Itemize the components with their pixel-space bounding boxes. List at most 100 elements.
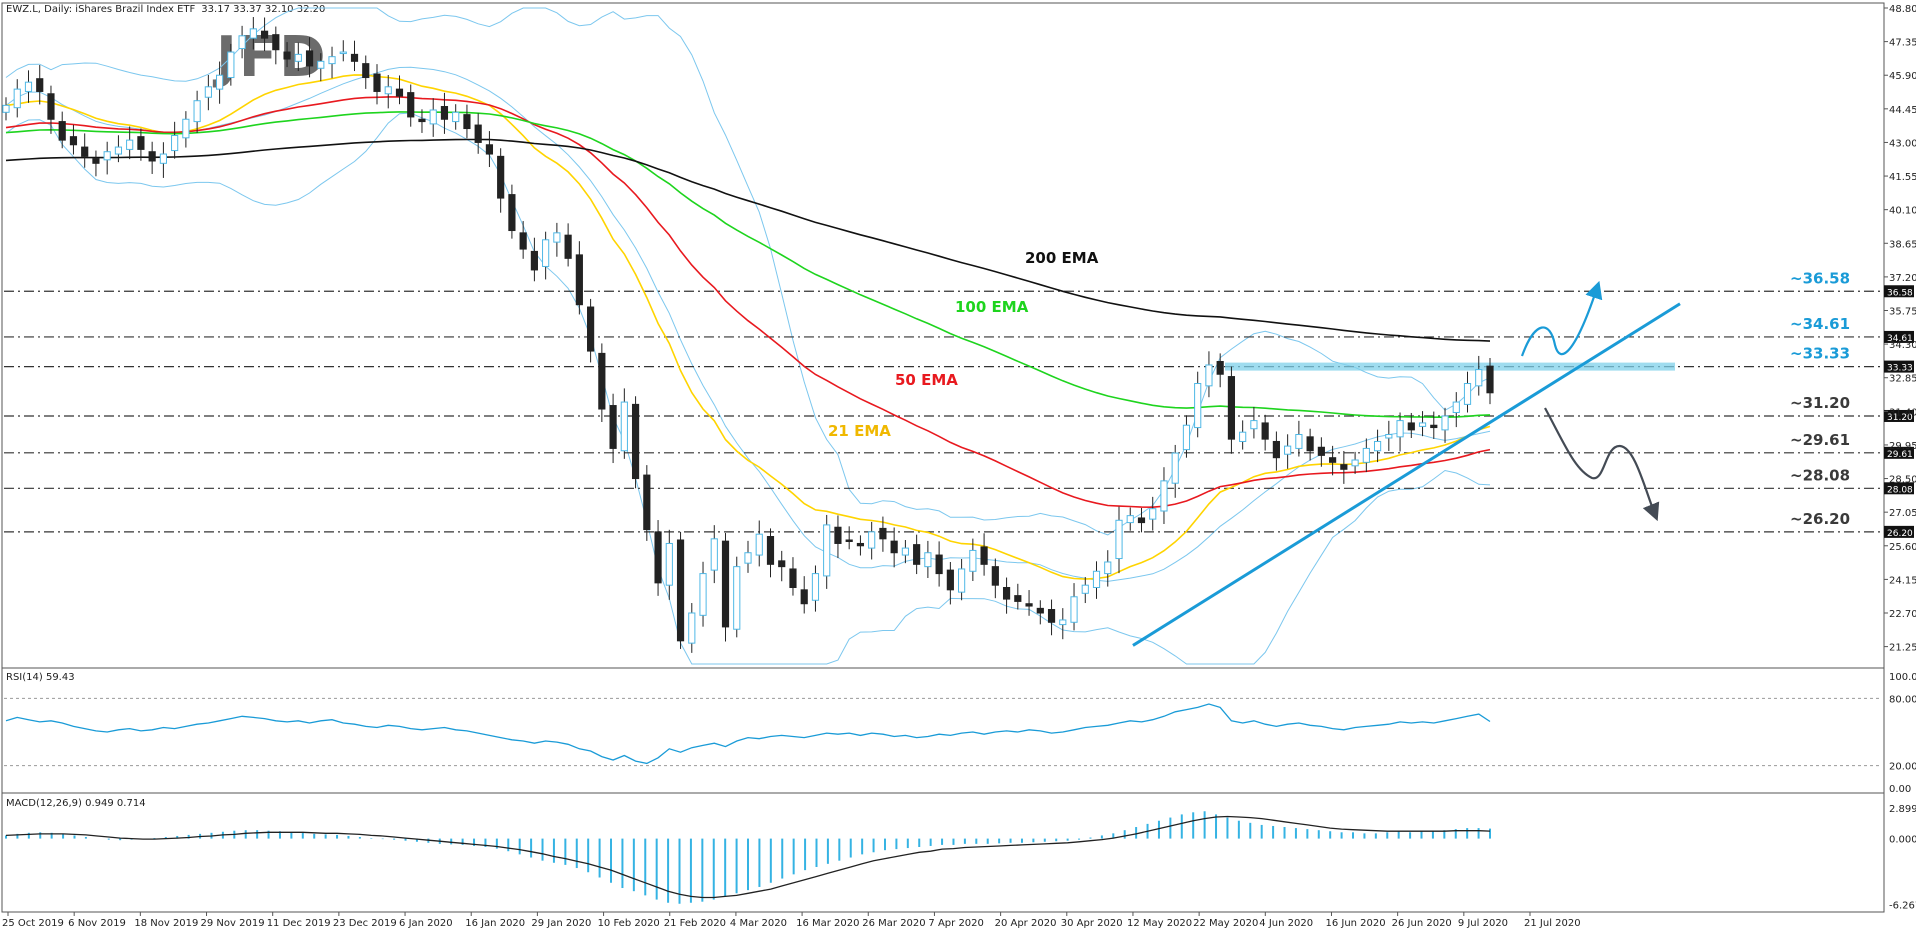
- candle-body: [598, 352, 606, 410]
- candle-body: [733, 566, 741, 630]
- candle-body: [665, 542, 673, 586]
- candle-body: [834, 526, 842, 544]
- candle-body: [542, 239, 550, 267]
- candle-body: [688, 612, 696, 644]
- x-tick-label: 21 Feb 2020: [664, 918, 726, 928]
- candle-body: [699, 573, 707, 616]
- candle-body: [227, 51, 235, 79]
- bollinger-lower: [5, 112, 1491, 665]
- candle-body: [609, 405, 617, 449]
- price-tick-label: 41.55: [1889, 172, 1916, 183]
- candle-body: [508, 194, 516, 232]
- candle-body: [1025, 603, 1033, 607]
- candle-body: [339, 51, 347, 55]
- candle-body: [901, 547, 909, 556]
- candle-body: [1486, 365, 1494, 394]
- price-tick-label: 24.15: [1889, 575, 1916, 586]
- candle-body: [755, 533, 763, 556]
- candle-body: [1250, 420, 1258, 430]
- candle-body: [778, 560, 786, 568]
- candle-body: [991, 566, 999, 586]
- candle-body: [1362, 447, 1370, 463]
- candle-body: [1092, 570, 1101, 589]
- candle-body: [373, 73, 381, 92]
- level-tag-bg: [1884, 446, 1914, 459]
- candle-body: [193, 100, 201, 123]
- macd-header: MACD(12,26,9) 0.949 0.714: [6, 798, 146, 809]
- candle-body: [1351, 459, 1359, 467]
- level-tag: 29.61: [1887, 450, 1913, 460]
- candle-body: [69, 136, 78, 146]
- x-tick-label: 18 Nov 2019: [134, 918, 198, 928]
- candle-body: [294, 53, 302, 62]
- candle-body: [1081, 584, 1089, 594]
- level-tag: 34.61: [1887, 334, 1913, 344]
- candle-body: [114, 146, 123, 155]
- ema-label: 100 EMA: [955, 298, 1029, 316]
- candle-body: [204, 86, 212, 98]
- candle-body: [159, 153, 167, 164]
- x-tick-label: 16 Mar 2020: [796, 918, 859, 928]
- candle-body: [497, 155, 505, 199]
- price-tick-label: 47.35: [1889, 38, 1916, 49]
- candle-body: [575, 254, 583, 306]
- candle-body: [1171, 452, 1179, 484]
- candle-body: [879, 527, 887, 540]
- candle-body: [710, 538, 718, 571]
- candle-body: [1340, 464, 1348, 470]
- candle-body: [530, 250, 538, 271]
- x-tick-label: 6 Nov 2019: [68, 918, 126, 928]
- candle-body: [924, 552, 932, 568]
- x-tick-label: 16 Jan 2020: [465, 918, 525, 928]
- candle-body: [946, 569, 954, 591]
- candle-body: [1385, 434, 1393, 439]
- uptrend-line: [1132, 302, 1681, 647]
- ema-line: [5, 111, 1491, 418]
- rsi-tick-label: 100.00: [1889, 672, 1916, 683]
- candle-body: [1014, 595, 1022, 602]
- rsi-tick-label: 0.00: [1889, 784, 1911, 795]
- candle-body: [1194, 383, 1202, 429]
- x-tick-label: 29 Nov 2019: [201, 918, 265, 928]
- price-tick-label: 34.30: [1889, 340, 1916, 351]
- level-tag-bg: [1884, 285, 1914, 298]
- candle-body: [395, 88, 404, 97]
- candle-body: [1329, 457, 1337, 463]
- rsi-header: RSI(14) 59.43: [6, 672, 75, 683]
- candle-body: [676, 539, 685, 642]
- candle-body: [1149, 508, 1157, 520]
- level-tag-bg: [1884, 482, 1914, 495]
- level-label: ~33.33: [1790, 345, 1850, 363]
- candle-body: [1430, 424, 1438, 429]
- candle-body: [1205, 364, 1213, 387]
- x-tick-label: 23 Dec 2019: [333, 918, 397, 928]
- candle-body: [1216, 360, 1224, 375]
- price-tick-label: 37.20: [1889, 273, 1916, 284]
- candle-body: [137, 136, 145, 150]
- ema-label: 50 EMA: [895, 371, 958, 389]
- level-tag-bg: [1884, 409, 1914, 422]
- level-tag: 28.08: [1887, 485, 1913, 495]
- candle-body: [890, 540, 898, 554]
- candle-body: [620, 401, 628, 452]
- level-tag: 33.33: [1887, 364, 1913, 374]
- candle-body: [654, 531, 662, 584]
- level-tag: 31.20: [1887, 413, 1913, 423]
- x-tick-label: 16 Jun 2020: [1325, 918, 1385, 928]
- candle-body: [362, 63, 370, 79]
- candle-body: [1284, 445, 1292, 455]
- candle-body: [744, 552, 752, 564]
- candle-body: [260, 30, 269, 39]
- x-tick-label: 6 Jan 2020: [399, 918, 453, 928]
- candle-body: [823, 524, 831, 577]
- candle-body: [238, 35, 246, 50]
- x-tick-label: 12 May 2020: [1127, 918, 1192, 928]
- macd-tick-label: 0.000: [1889, 835, 1916, 846]
- x-tick-label: 4 Jun 2020: [1259, 918, 1313, 928]
- candle-body: [317, 60, 325, 69]
- candle-body: [182, 118, 190, 139]
- candle-body: [969, 549, 977, 572]
- candle-body: [283, 51, 291, 60]
